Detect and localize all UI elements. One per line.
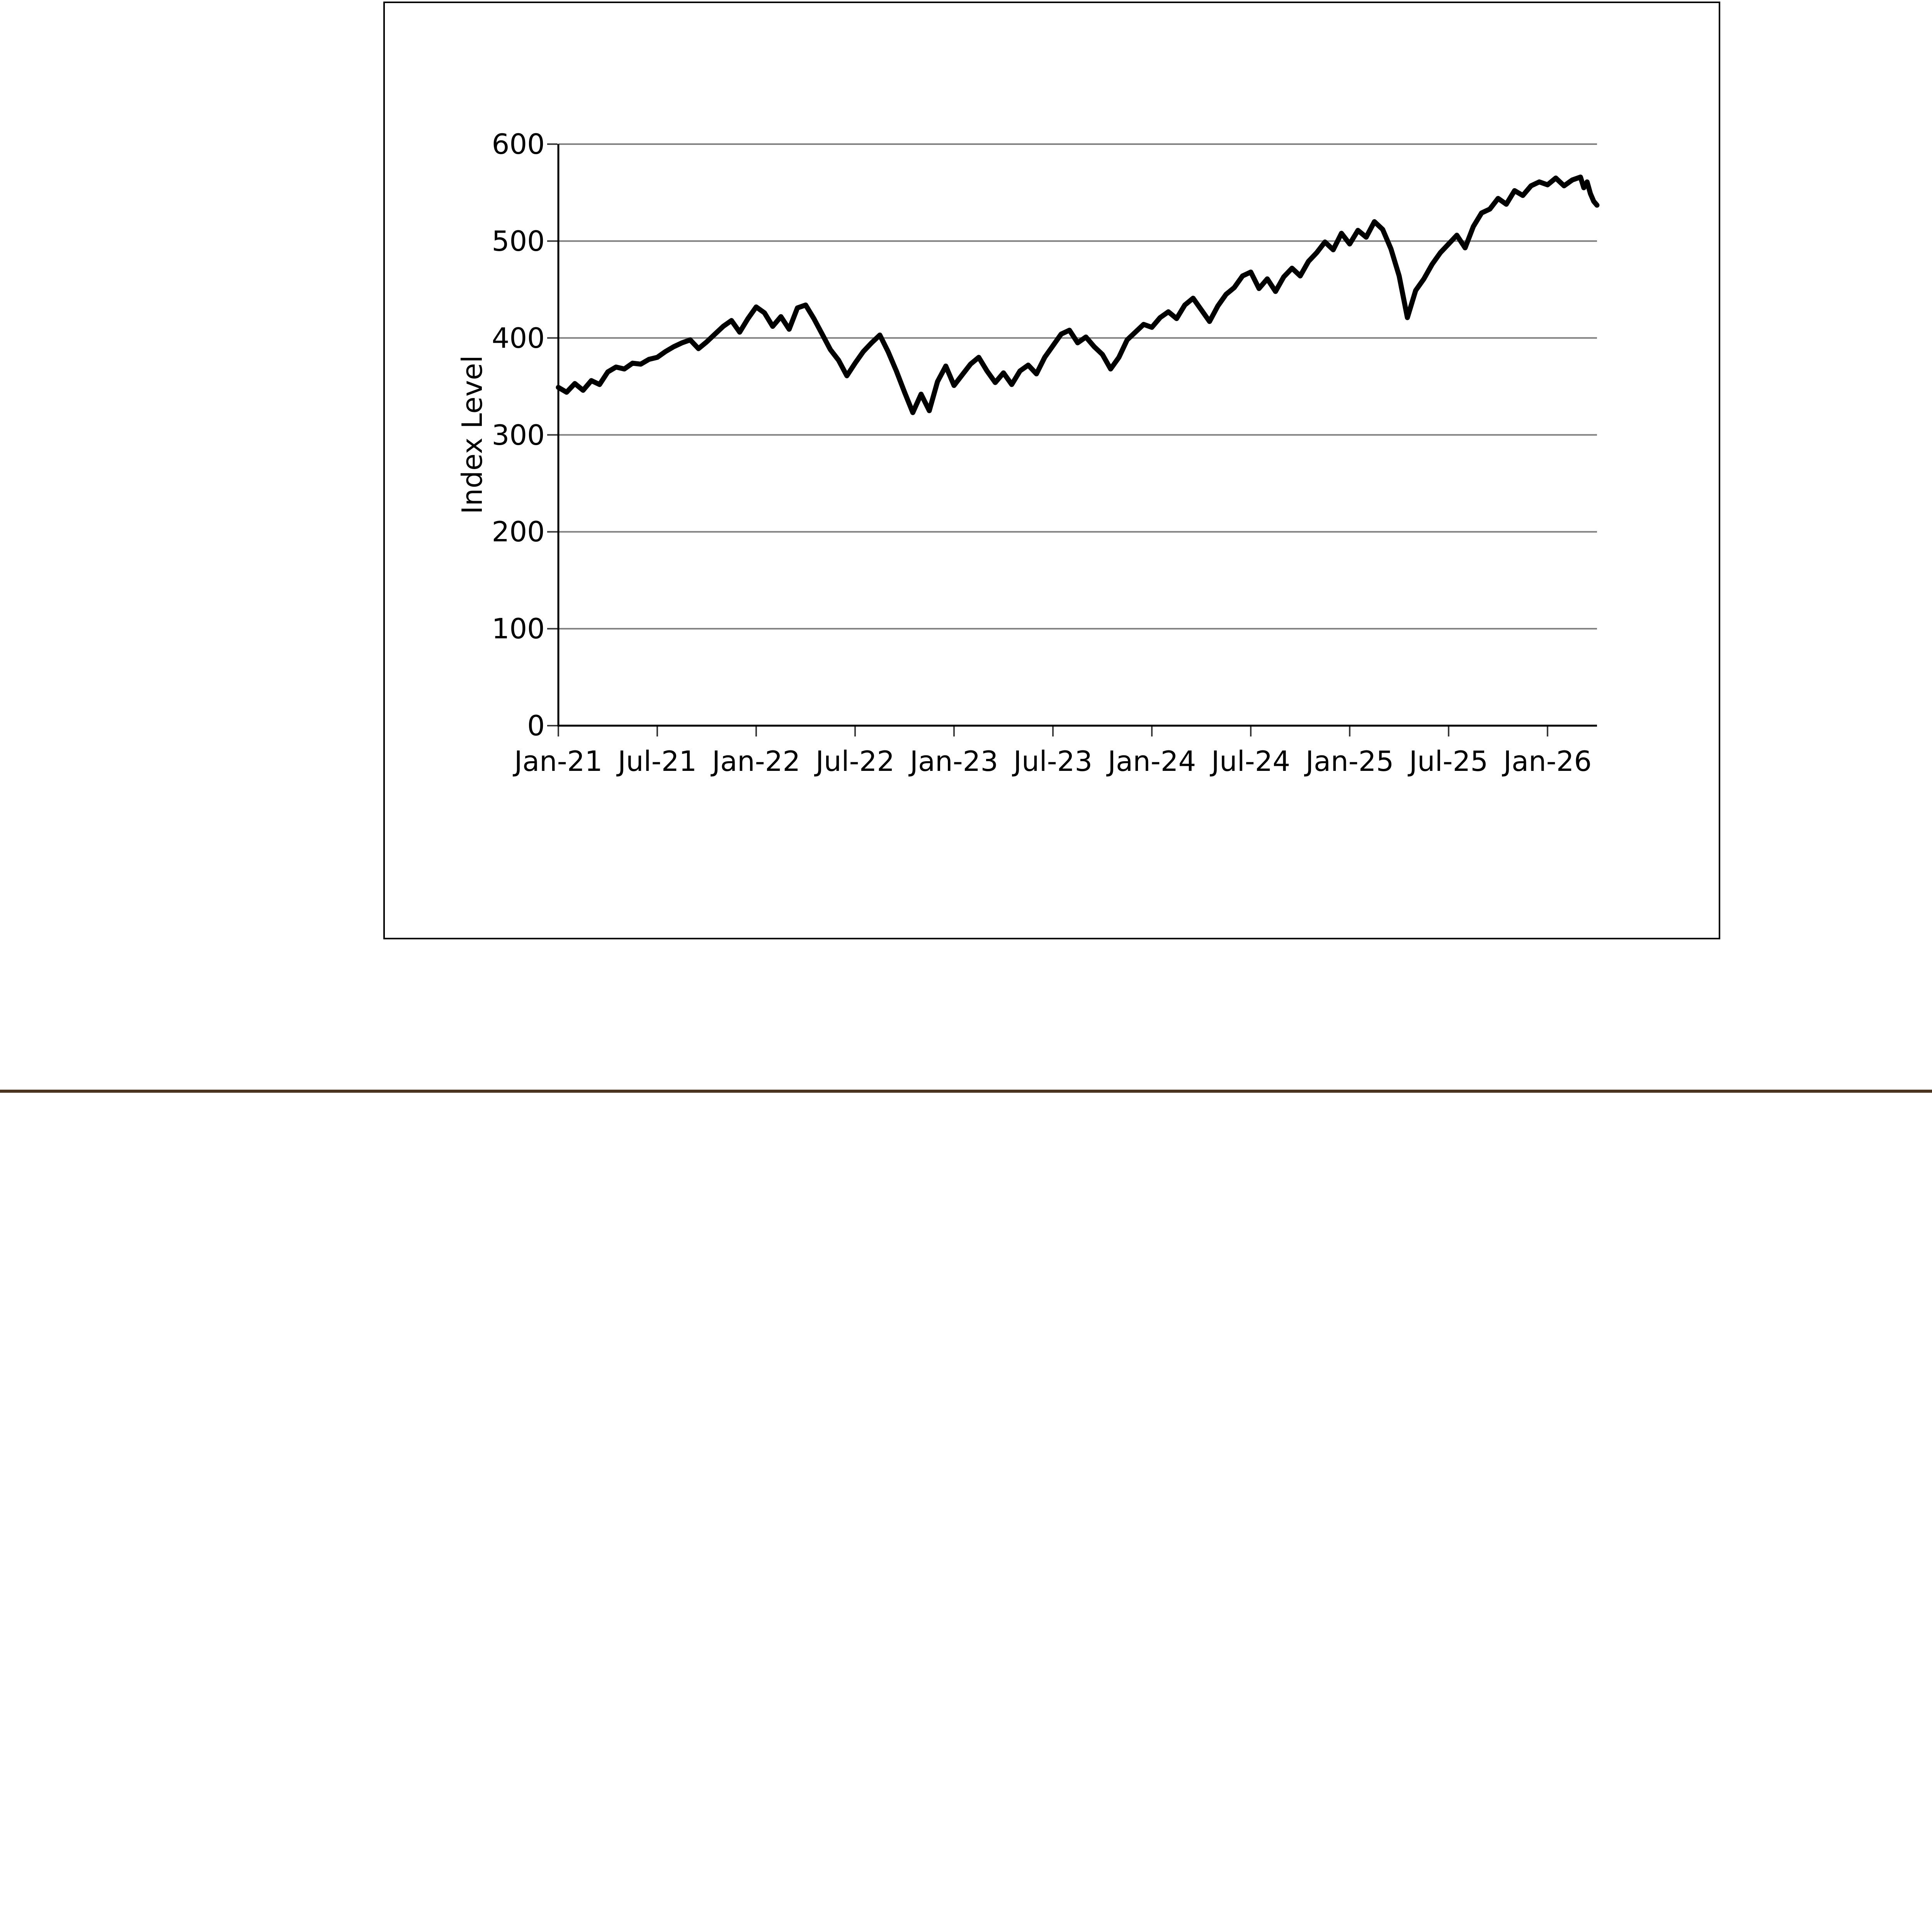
- y-tick-label-200: 200: [492, 515, 545, 548]
- y-axis-title: Index Level: [456, 355, 488, 514]
- x-tick-label-Jul-21: Jul-21: [617, 745, 697, 777]
- chart-frame: [383, 2, 1720, 939]
- y-tick-label-600: 600: [492, 128, 545, 160]
- x-tick-label-Jan-25: Jan-25: [1305, 745, 1394, 777]
- page-divider-rule: [0, 1090, 1932, 1093]
- x-tick-label-Jul-24: Jul-24: [1211, 745, 1291, 777]
- index-level-line: [556, 174, 1600, 415]
- y-tick-label-500: 500: [492, 224, 545, 257]
- x-tick-label-Jul-23: Jul-23: [1013, 745, 1093, 777]
- y-tick-label-0: 0: [527, 709, 545, 742]
- y-tick-label-100: 100: [492, 612, 545, 645]
- x-tick-label-Jan-24: Jan-24: [1107, 745, 1196, 777]
- y-tick-label-400: 400: [492, 321, 545, 354]
- x-tick-label-Jul-25: Jul-25: [1409, 745, 1488, 777]
- x-tick-label-Jan-21: Jan-21: [514, 745, 603, 777]
- x-tick-label-Jan-23: Jan-23: [910, 745, 998, 777]
- index-level-chart: [547, 143, 1600, 736]
- x-tick-label-Jan-26: Jan-26: [1503, 745, 1592, 777]
- y-tick-label-300: 300: [492, 418, 545, 451]
- x-tick-label-Jul-22: Jul-22: [815, 745, 895, 777]
- x-tick-label-Jan-22: Jan-22: [712, 745, 801, 777]
